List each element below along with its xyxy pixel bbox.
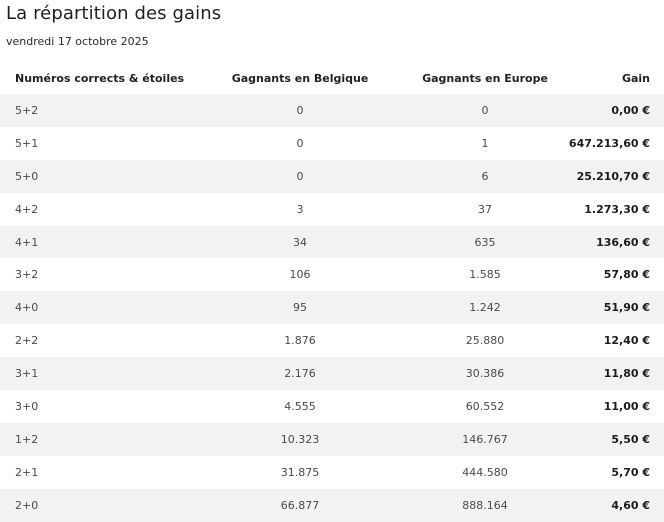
cell-belgium-winners: 0 <box>195 159 405 193</box>
table-header-row: Numéros corrects & étoiles Gagnants en B… <box>0 62 664 94</box>
cell-combo: 1+2 <box>0 422 195 456</box>
cell-europe-winners: 1.242 <box>405 291 565 325</box>
cell-belgium-winners: 106 <box>195 258 405 292</box>
cell-gain: 1.273,30 € <box>565 192 664 226</box>
cell-belgium-winners: 10.323 <box>195 422 405 456</box>
table-row: 2+0 66.877 888.164 4,60 € <box>0 488 664 522</box>
prize-distribution-table: Numéros corrects & étoiles Gagnants en B… <box>0 62 664 522</box>
cell-combo: 2+1 <box>0 455 195 489</box>
cell-combo: 5+0 <box>0 159 195 193</box>
cell-gain: 4,60 € <box>565 488 664 522</box>
cell-europe-winners: 30.386 <box>405 357 565 391</box>
column-header-gain: Gain <box>621 71 650 85</box>
table-row: 4+0 95 1.242 51,90 € <box>0 291 664 325</box>
column-header-belgium-winners: Gagnants en Belgique <box>231 71 369 85</box>
cell-europe-winners: 25.880 <box>405 324 565 358</box>
cell-belgium-winners: 66.877 <box>195 488 405 522</box>
cell-belgium-winners: 4.555 <box>195 390 405 423</box>
cell-combo: 5+1 <box>0 126 195 160</box>
table-row: 5+0 0 6 25.210,70 € <box>0 159 664 193</box>
cell-gain: 51,90 € <box>565 291 664 325</box>
cell-combo: 3+1 <box>0 357 195 391</box>
table-row: 3+1 2.176 30.386 11,80 € <box>0 357 664 391</box>
cell-belgium-winners: 0 <box>195 126 405 160</box>
cell-belgium-winners: 31.875 <box>195 455 405 489</box>
cell-combo: 4+0 <box>0 291 195 325</box>
table-row: 2+2 1.876 25.880 12,40 € <box>0 324 664 358</box>
cell-gain: 5,50 € <box>565 422 664 456</box>
cell-europe-winners: 60.552 <box>405 390 565 423</box>
table-row: 3+0 4.555 60.552 11,00 € <box>0 390 664 423</box>
table-row: 1+2 10.323 146.767 5,50 € <box>0 422 664 456</box>
table-row: 5+2 0 0 0,00 € <box>0 94 664 127</box>
cell-gain: 57,80 € <box>565 258 664 292</box>
cell-gain: 25.210,70 € <box>565 159 664 193</box>
cell-gain: 5,70 € <box>565 455 664 489</box>
cell-europe-winners: 1.585 <box>405 258 565 292</box>
cell-combo: 2+2 <box>0 324 195 358</box>
cell-europe-winners: 6 <box>405 159 565 193</box>
cell-europe-winners: 888.164 <box>405 488 565 522</box>
column-header-combo: Numéros corrects & étoiles <box>15 71 185 85</box>
cell-gain: 0,00 € <box>565 94 664 127</box>
page-title: La répartition des gains <box>6 3 222 24</box>
cell-belgium-winners: 95 <box>195 291 405 325</box>
cell-belgium-winners: 1.876 <box>195 324 405 358</box>
cell-belgium-winners: 2.176 <box>195 357 405 391</box>
draw-date: vendredi 17 octobre 2025 <box>6 35 149 48</box>
cell-gain: 12,40 € <box>565 324 664 358</box>
cell-combo: 2+0 <box>0 488 195 522</box>
column-header-europe-winners: Gagnants en Europe <box>422 71 548 85</box>
table-row: 2+1 31.875 444.580 5,70 € <box>0 455 664 489</box>
cell-europe-winners: 146.767 <box>405 422 565 456</box>
table-row: 4+1 34 635 136,60 € <box>0 225 664 259</box>
table-row: 5+1 0 1 647.213,60 € <box>0 126 664 160</box>
cell-combo: 4+1 <box>0 225 195 259</box>
cell-europe-winners: 635 <box>405 225 565 259</box>
cell-belgium-winners: 0 <box>195 94 405 127</box>
cell-belgium-winners: 3 <box>195 192 405 226</box>
cell-combo: 5+2 <box>0 94 195 127</box>
cell-europe-winners: 37 <box>405 192 565 226</box>
table-row: 4+2 3 37 1.273,30 € <box>0 192 664 226</box>
table-row: 3+2 106 1.585 57,80 € <box>0 258 664 292</box>
cell-combo: 3+2 <box>0 258 195 292</box>
cell-europe-winners: 444.580 <box>405 455 565 489</box>
cell-europe-winners: 1 <box>405 126 565 160</box>
cell-gain: 11,80 € <box>565 357 664 391</box>
cell-gain: 11,00 € <box>565 390 664 423</box>
cell-europe-winners: 0 <box>405 94 565 127</box>
cell-gain: 647.213,60 € <box>565 126 664 160</box>
cell-belgium-winners: 34 <box>195 225 405 259</box>
cell-gain: 136,60 € <box>565 225 664 259</box>
cell-combo: 4+2 <box>0 192 195 226</box>
cell-combo: 3+0 <box>0 390 195 423</box>
